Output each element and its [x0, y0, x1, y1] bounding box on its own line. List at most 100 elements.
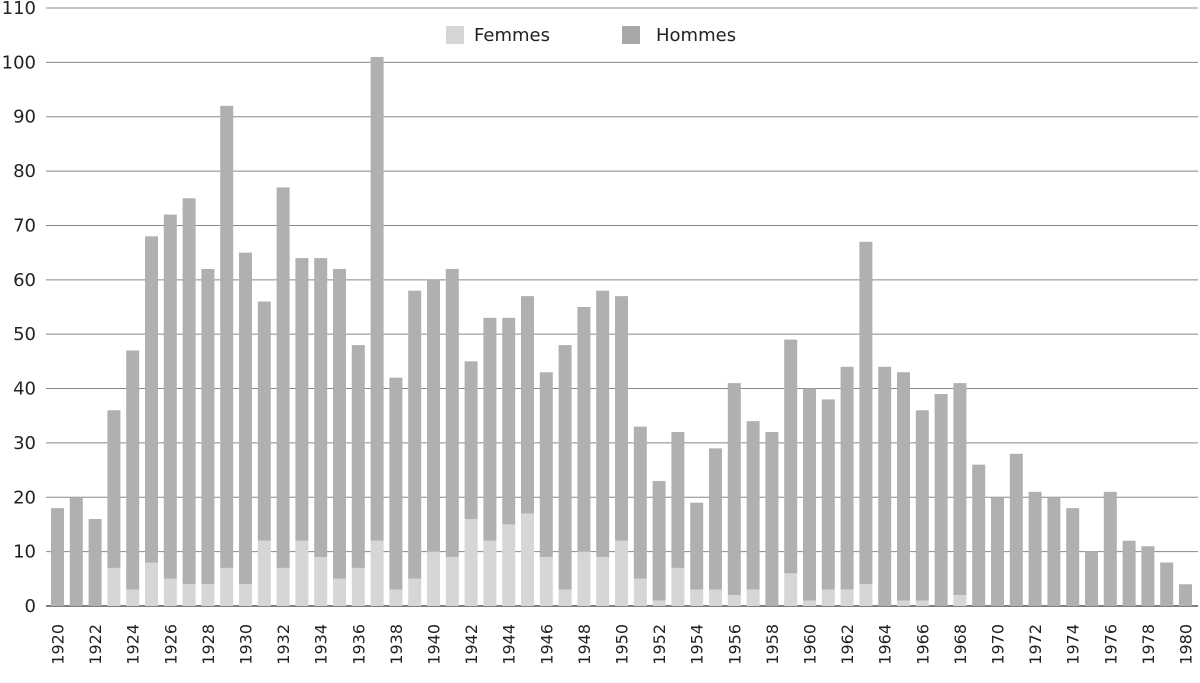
bar-femmes-1965 [897, 600, 910, 606]
legend: Femmes Hommes [446, 25, 736, 46]
bar-hommes-1946 [539, 372, 553, 558]
x-tick-label-1972: 1972 [1026, 624, 1045, 665]
x-tick-label-1922: 1922 [86, 624, 105, 665]
x-tick-label-1954: 1954 [688, 624, 707, 665]
bar-hommes-1934 [314, 258, 328, 558]
bar-hommes-1957 [746, 421, 760, 590]
y-tick-label: 30 [13, 433, 36, 454]
bar-hommes-1933 [295, 258, 309, 541]
bar-femmes-1926 [163, 578, 177, 606]
bar-femmes-1943 [483, 540, 497, 606]
bar-hommes-1925 [145, 236, 158, 563]
x-tick-label-1958: 1958 [763, 624, 782, 665]
bar-hommes-1951 [633, 426, 647, 579]
bar-hommes-1939 [408, 290, 422, 579]
bar-hommes-1927 [182, 198, 196, 585]
bar-hommes-1920 [51, 508, 64, 606]
bar-hommes-1941 [445, 268, 459, 558]
x-tick-label-1948: 1948 [575, 624, 594, 665]
bar-femmes-1963 [859, 584, 873, 606]
bar-hommes-1971 [1009, 453, 1023, 606]
bar-hommes-1929 [220, 105, 234, 568]
bar-hommes-1952 [652, 480, 666, 601]
legend-swatch-hommes [622, 26, 640, 44]
bar-femmes-1949 [596, 557, 610, 606]
bar-hommes-1958 [765, 432, 779, 606]
bar-femmes-1927 [182, 584, 196, 606]
legend-label-hommes: Hommes [656, 25, 736, 46]
x-tick-label-1938: 1938 [387, 624, 406, 665]
bar-hommes-1972 [1028, 491, 1042, 606]
bar-femmes-1946 [539, 557, 553, 606]
y-tick-label: 70 [13, 215, 36, 236]
bar-hommes-1937 [370, 56, 384, 541]
bar-femmes-1960 [803, 600, 816, 606]
y-tick-label: 50 [13, 324, 36, 345]
bars [51, 56, 1192, 606]
x-tick-label-1978: 1978 [1139, 624, 1158, 665]
bar-hommes-1936 [351, 345, 365, 568]
x-tick-label-1950: 1950 [613, 624, 632, 665]
x-tick-label-1956: 1956 [725, 624, 744, 665]
bar-hommes-1943 [483, 317, 497, 541]
bar-hommes-1931 [257, 301, 271, 541]
bar-hommes-1962 [840, 366, 854, 590]
bar-femmes-1961 [821, 589, 835, 606]
x-tick-label-1974: 1974 [1064, 624, 1083, 665]
x-tick-label-1930: 1930 [237, 624, 256, 665]
bar-hommes-1980 [1179, 584, 1192, 606]
bar-hommes-1944 [502, 317, 516, 525]
bar-femmes-1966 [915, 600, 929, 606]
bar-femmes-1956 [727, 595, 741, 606]
bar-femmes-1955 [709, 589, 722, 606]
bar-hommes-1977 [1122, 540, 1136, 606]
y-tick-label: 40 [13, 379, 36, 400]
bar-hommes-1970 [991, 497, 1004, 606]
x-tick-label-1964: 1964 [876, 624, 895, 665]
legend-swatch-femmes [446, 26, 464, 44]
bar-femmes-1953 [671, 567, 685, 606]
x-tick-label-1934: 1934 [312, 624, 331, 665]
bar-femmes-1931 [257, 540, 271, 606]
bar-femmes-1928 [201, 584, 215, 606]
bar-femmes-1945 [521, 513, 534, 606]
y-tick-label: 90 [13, 107, 36, 128]
bar-hommes-1974 [1066, 508, 1080, 606]
bar-femmes-1944 [502, 524, 516, 606]
y-axis: 0 10 20 30 40 50 60 70 80 90 100 110 [2, 0, 36, 617]
x-tick-label-1962: 1962 [838, 624, 857, 665]
bar-femmes-1929 [220, 567, 234, 606]
bar-femmes-1950 [615, 540, 628, 606]
x-tick-label-1940: 1940 [425, 624, 444, 665]
bar-hommes-1968 [953, 383, 967, 596]
bar-hommes-1921 [69, 497, 83, 606]
x-tick-label-1966: 1966 [913, 624, 932, 665]
bar-femmes-1948 [577, 551, 591, 606]
bar-hommes-1973 [1047, 497, 1061, 606]
bar-hommes-1967 [934, 393, 948, 606]
x-tick-label-1924: 1924 [124, 624, 143, 665]
bar-femmes-1957 [746, 589, 760, 606]
x-tick-label-1952: 1952 [650, 624, 669, 665]
bar-femmes-1947 [558, 589, 572, 606]
x-tick-label-1944: 1944 [500, 624, 519, 665]
bar-hommes-1963 [859, 241, 873, 585]
x-tick-label-1946: 1946 [537, 624, 556, 665]
bar-hommes-1956 [727, 383, 741, 596]
bar-hommes-1938 [389, 377, 403, 590]
bar-hommes-1932 [276, 187, 290, 568]
bar-femmes-1923 [107, 567, 121, 606]
bar-hommes-1923 [107, 410, 121, 568]
bar-hommes-1930 [239, 252, 252, 585]
x-tick-label-1926: 1926 [161, 624, 180, 665]
bar-femmes-1941 [445, 557, 459, 606]
bar-hommes-1926 [163, 214, 177, 579]
bar-femmes-1936 [351, 567, 365, 606]
bar-hommes-1965 [897, 372, 910, 601]
x-tick-label-1976: 1976 [1101, 624, 1120, 665]
x-tick-label-1920: 1920 [49, 624, 68, 665]
bar-femmes-1935 [333, 578, 346, 606]
x-tick-label-1928: 1928 [199, 624, 218, 665]
bar-femmes-1968 [953, 595, 967, 606]
